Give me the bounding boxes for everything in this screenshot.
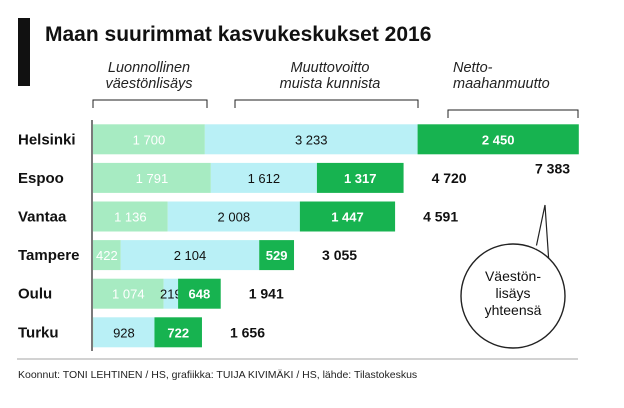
city-label-turku: Turku [18,324,59,341]
bar-segment-espoo-3 [316,162,404,193]
series-header-2-line-2: muista kunnista [280,76,381,92]
bar-segment-tampere-3 [259,240,295,271]
total-label-oulu: 1 941 [249,286,284,302]
value-label-espoo-3: 1 317 [344,171,377,186]
value-label-vantaa-2: 2 008 [218,210,251,225]
bar-segment-vantaa-2 [167,201,300,232]
value-label-helsinki-1: 1 700 [133,132,166,147]
total-label-helsinki: 7 383 [535,160,570,176]
total-callout-bubble [460,243,566,349]
value-label-vantaa-3: 1 447 [331,210,364,225]
total-label-tampere: 3 055 [322,247,357,263]
bar-segment-espoo-1 [93,162,211,193]
value-label-tampere-3: 529 [266,248,288,263]
city-label-espoo: Espoo [18,170,64,187]
value-label-turku-2: 928 [113,325,135,340]
value-label-helsinki-3: 2 450 [482,132,515,147]
total-label-espoo: 4 720 [432,170,467,186]
series-bracket-2 [234,99,419,108]
total-label-vantaa: 4 591 [423,209,458,225]
value-label-oulu-2: 219 [160,287,182,302]
value-label-tampere-1: 422 [96,248,118,263]
value-label-helsinki-2: 3 233 [295,132,328,147]
series-header-3-line-2: maahanmuutto [453,76,550,92]
city-label-tampere: Tampere [18,247,79,264]
value-label-oulu-1: 1 074 [112,287,145,302]
bar-segment-tampere-2 [120,240,260,271]
bar-segment-helsinki-1 [93,124,205,155]
bar-segment-tampere-1 [93,240,121,271]
series-header-3-line-1: Netto- [453,60,493,76]
total-callout-line-3: yhteensä [485,302,542,318]
total-callout-line-2: lisäys [495,285,530,301]
bar-segment-vantaa-3 [299,201,396,232]
bar-segment-espoo-2 [210,162,317,193]
series-header-1-line-2: väestönlisäys [105,76,192,92]
series-bracket-3 [447,109,579,118]
chart-title: Maan suurimmat kasvukeskukset 2016 [45,23,431,46]
value-label-espoo-1: 1 791 [136,171,169,186]
bar-segment-helsinki-3 [417,124,579,155]
value-label-tampere-2: 2 104 [174,248,207,263]
total-label-turku: 1 656 [230,324,265,340]
bar-segment-oulu-2 [163,278,179,309]
city-label-vantaa: Vantaa [18,209,67,226]
bar-segment-turku-2 [93,317,155,348]
value-label-espoo-2: 1 612 [248,171,281,186]
title-accent-bar [18,18,30,86]
city-label-oulu: Oulu [18,286,52,303]
value-label-vantaa-1: 1 136 [114,210,147,225]
bar-segment-vantaa-1 [93,201,168,232]
value-label-turku-3: 722 [167,325,189,340]
bar-segment-oulu-1 [93,278,164,309]
bar-segment-oulu-3 [178,278,221,309]
series-header-1-line-1: Luonnollinen [108,60,190,76]
bar-segment-turku-3 [154,317,202,348]
series-header-2-line-1: Muuttovoitto [291,60,370,76]
series-bracket-1 [92,99,208,108]
source-note: Koonnut: TONI LEHTINEN / HS, grafiikka: … [18,369,417,381]
total-callout-line-1: Väestön- [485,268,541,284]
city-label-helsinki: Helsinki [18,131,76,148]
value-label-oulu-3: 648 [189,287,211,302]
bar-segment-helsinki-2 [204,124,418,155]
